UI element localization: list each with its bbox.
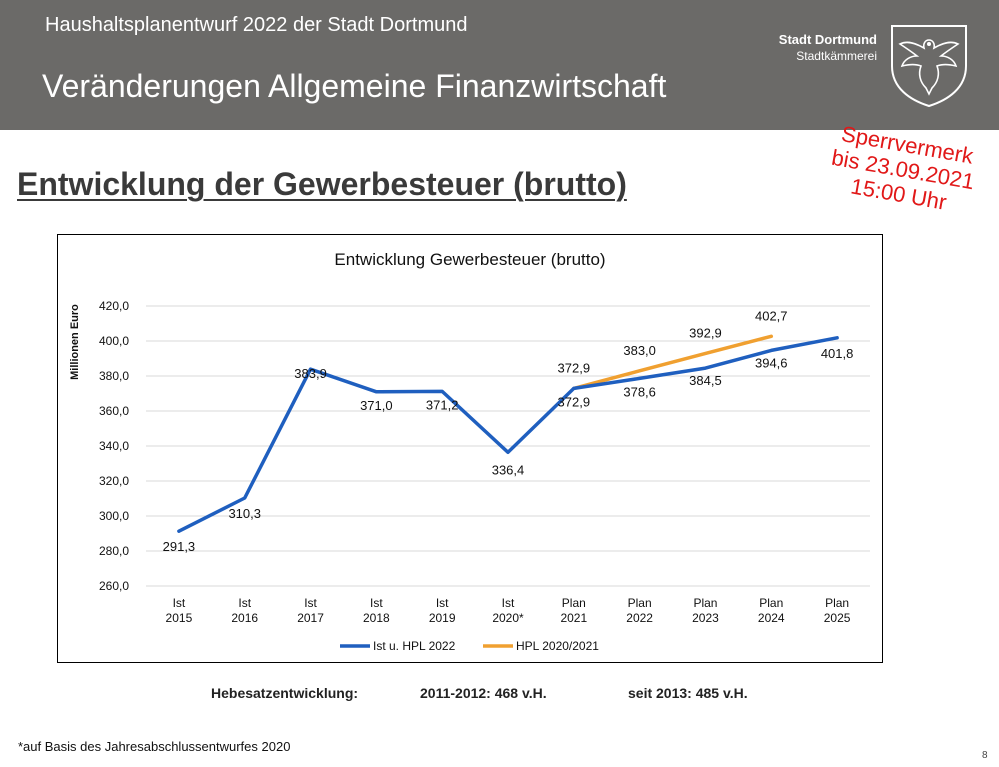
data-label-hpl-2020-2021: 383,0	[623, 343, 656, 358]
data-label-ist-hpl-2022: 401,8	[821, 346, 854, 361]
footnote: *auf Basis des Jahresabschlussentwurfes …	[18, 739, 291, 754]
embargo-stamp: Sperrvermerk bis 23.09.2021 15:00 Uhr	[813, 118, 993, 221]
data-label-hpl-2020-2021: 392,9	[689, 325, 722, 340]
data-label-ist-hpl-2022: 378,6	[623, 384, 656, 399]
x-tick-label-line2: 2021	[560, 611, 587, 625]
x-tick-label-line2: 2019	[429, 611, 456, 625]
y-tick-label: 260,0	[99, 579, 129, 593]
y-axis-label: Millionen Euro	[69, 304, 81, 380]
hebesatz-period-1: 2011-2012: 468 v.H.	[420, 685, 547, 701]
org-name: Stadt Dortmund	[778, 32, 877, 47]
data-label-ist-hpl-2022: 291,3	[163, 539, 196, 554]
x-tick-label-line2: 2015	[166, 611, 193, 625]
y-tick-label: 420,0	[99, 299, 129, 313]
x-tick-label-line2: 2020*	[492, 611, 524, 625]
series-line-ist-hpl-2022	[177, 336, 839, 533]
data-label-hpl-2020-2021: 372,9	[558, 360, 591, 375]
org-dept: Stadtkämmerei	[796, 49, 877, 63]
x-tick-label-line1: Plan	[562, 596, 586, 610]
x-tick-label-line2: 2017	[297, 611, 324, 625]
section-title: Entwicklung der Gewerbesteuer (brutto)	[17, 166, 627, 202]
x-tick-label-line1: Plan	[628, 596, 652, 610]
y-tick-label: 360,0	[99, 404, 129, 418]
data-label-ist-hpl-2022: 383,9	[294, 366, 327, 381]
x-tick-label-line2: 2018	[363, 611, 390, 625]
city-crest-icon	[891, 25, 967, 108]
x-tick-label-line2: 2024	[758, 611, 785, 625]
data-label-ist-hpl-2022: 394,6	[755, 355, 788, 370]
header-subtitle: Haushaltsplanentwurf 2022 der Stadt Dort…	[45, 14, 468, 36]
header-title: Veränderungen Allgemeine Finanzwirtschaf…	[42, 68, 667, 104]
hebesatz-label: Hebesatzentwicklung:	[211, 685, 359, 701]
x-tick-label-line1: Plan	[759, 596, 783, 610]
slide-header: Haushaltsplanentwurf 2022 der Stadt Dort…	[0, 0, 999, 130]
data-label-ist-hpl-2022: 372,9	[558, 394, 591, 409]
y-tick-label: 400,0	[99, 334, 129, 348]
x-tick-label-line2: 2023	[692, 611, 719, 625]
x-tick-label-line1: Plan	[693, 596, 717, 610]
series-line-hpl-2020-2021	[572, 334, 774, 391]
line-chart: Entwicklung Gewerbesteuer (brutto) Millio…	[69, 250, 870, 653]
data-label-ist-hpl-2022: 371,2	[426, 397, 459, 412]
data-label-hpl-2020-2021: 402,7	[755, 308, 788, 323]
x-tick-label-line1: Ist	[502, 596, 515, 610]
data-label-ist-hpl-2022: 384,5	[689, 373, 722, 388]
page-number: 8	[982, 750, 988, 761]
x-tick-label-line2: 2025	[824, 611, 851, 625]
y-tick-label: 300,0	[99, 509, 129, 523]
organization-block: Stadt Dortmund Stadtkämmerei	[779, 32, 877, 64]
y-tick-label: 320,0	[99, 474, 129, 488]
legend-label-ist-hpl-2022: Ist u. HPL 2022	[373, 639, 456, 653]
y-tick-label: 340,0	[99, 439, 129, 453]
data-label-ist-hpl-2022: 371,0	[360, 398, 393, 413]
x-tick-label-line1: Ist	[304, 596, 317, 610]
hebesatz-period-2: seit 2013: 485 v.H.	[628, 685, 748, 701]
x-tick-label-line1: Ist	[370, 596, 383, 610]
x-tick-label-line2: 2016	[231, 611, 258, 625]
data-label-ist-hpl-2022: 310,3	[228, 506, 261, 521]
x-tick-label-line1: Ist	[173, 596, 186, 610]
y-tick-label: 380,0	[99, 369, 129, 383]
x-tick-label-line1: Plan	[825, 596, 849, 610]
x-tick-label-line1: Ist	[436, 596, 449, 610]
legend-label-hpl-2020-2021: HPL 2020/2021	[516, 639, 599, 653]
data-label-ist-hpl-2022: 336,4	[492, 462, 525, 477]
x-tick-label-line1: Ist	[238, 596, 251, 610]
x-tick-label-line2: 2022	[626, 611, 653, 625]
y-tick-label: 280,0	[99, 544, 129, 558]
chart-title: Entwicklung Gewerbesteuer (brutto)	[334, 250, 605, 269]
chart-frame: Entwicklung Gewerbesteuer (brutto) Millio…	[57, 234, 883, 663]
